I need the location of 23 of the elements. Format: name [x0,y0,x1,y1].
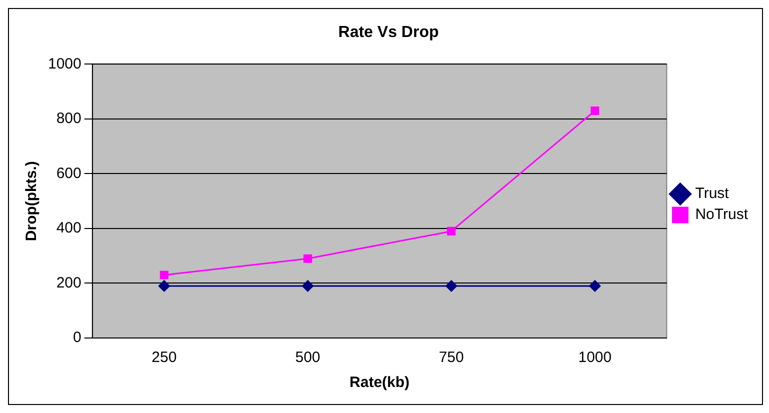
point [447,226,456,236]
point [589,280,601,292]
point [446,280,458,292]
y-tick-label: 200 [56,274,82,292]
point [302,280,314,292]
y-axis-title: Drop(pkts.) [23,161,40,242]
x-tick-label: 750 [438,349,464,366]
y-tick-label: 400 [56,220,82,237]
y-tick-label: 1000 [48,55,82,72]
point [303,254,312,263]
y-tick-label: 0 [73,329,82,346]
point [158,280,170,292]
chart-title: Rate Vs Drop [338,24,439,42]
legend-label: NoTrust [695,206,749,224]
x-axis-title: Rate(kb) [350,374,410,392]
point [590,106,600,116]
legend-label: Trust [695,185,730,202]
y-tick-label: 800 [56,110,82,128]
y-tick-label: 600 [56,164,82,182]
x-tick-label: 500 [295,349,320,366]
x-tick-label: 1000 [578,349,612,366]
point [160,270,168,280]
x-tick-label: 250 [152,349,177,366]
